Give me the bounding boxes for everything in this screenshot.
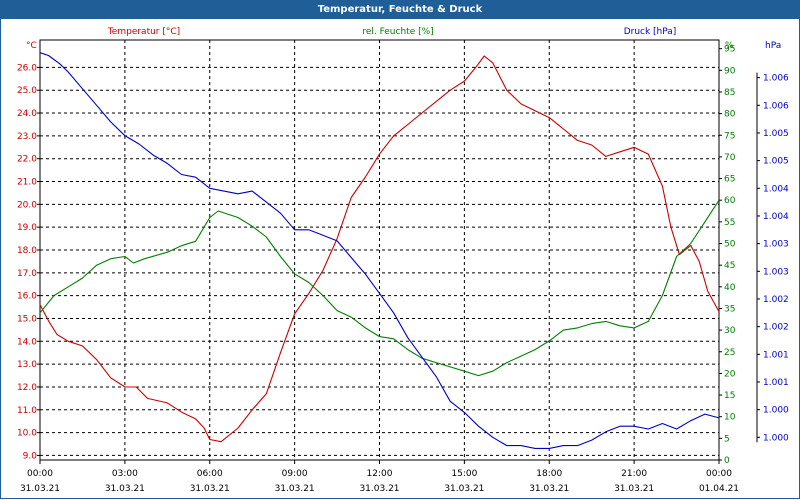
- tick-label-right: 20: [724, 369, 736, 379]
- tick-label-x-date: 31.03.21: [20, 484, 60, 494]
- tick-label-left: 18.0: [17, 246, 37, 256]
- tick-label-right: 10: [724, 413, 736, 423]
- y-far-right-unit: hPa: [765, 41, 781, 51]
- tick-label-x-date: 01.04.21: [699, 484, 739, 494]
- tick-label-far-right: 1.003: [763, 267, 789, 277]
- tick-label-left: 15.0: [17, 314, 37, 324]
- tick-label-far-right: 1.002: [763, 323, 789, 333]
- tick-label-right: 95: [724, 45, 735, 55]
- tick-label-x-time: 21:00: [621, 469, 647, 479]
- series-pressure-line: [39, 52, 720, 449]
- tick-label-left: 26.0: [17, 63, 37, 73]
- tick-label-x-date: 31.03.21: [105, 484, 145, 494]
- tick-label-left: 14.0: [17, 337, 37, 347]
- tick-label-right: 45: [724, 261, 735, 271]
- tick-label-far-right: 1.001: [763, 350, 789, 360]
- tick-label-left: 13.0: [17, 360, 37, 370]
- tick-label-x-date: 31.03.21: [444, 484, 484, 494]
- grid-lines: [40, 40, 719, 460]
- tick-label-far-right: 1.004: [763, 184, 789, 194]
- y-right-unit: %: [725, 41, 734, 51]
- tick-label-x-date: 31.03.21: [190, 484, 230, 494]
- data-series: [39, 52, 720, 449]
- tick-label-x-time: 15:00: [451, 469, 477, 479]
- legend-humidity: rel. Feuchte [%]: [362, 27, 433, 37]
- tick-label-left: 21.0: [17, 178, 37, 188]
- tick-label-x-date: 31.03.21: [614, 484, 654, 494]
- tick-label-right: 85: [724, 88, 735, 98]
- tick-label-right: 0: [724, 456, 730, 466]
- tick-label-right: 65: [724, 175, 735, 185]
- tick-label-x-time: 03:00: [112, 469, 138, 479]
- tick-label-left: 20.0: [17, 200, 37, 210]
- series-temperature-line: [39, 55, 720, 443]
- tick-label-right: 40: [724, 283, 736, 293]
- tick-label-left: 25.0: [17, 86, 37, 96]
- series-humidity-line: [39, 199, 720, 377]
- tick-label-left: 24.0: [17, 109, 37, 119]
- tick-label-right: 80: [724, 110, 736, 120]
- tick-label-right: 25: [724, 348, 735, 358]
- tick-label-far-right: 1.005: [763, 129, 789, 139]
- tick-label-x-date: 31.03.21: [359, 484, 399, 494]
- tick-label-left: 19.0: [17, 223, 37, 233]
- tick-label-x-date: 31.03.21: [275, 484, 315, 494]
- tick-label-left: 9.0: [23, 451, 38, 461]
- tick-label-left: 12.0: [17, 383, 37, 393]
- tick-label-left: 11.0: [17, 406, 37, 416]
- tick-label-left: 16.0: [17, 292, 37, 302]
- tick-label-far-right: 1.004: [763, 212, 789, 222]
- tick-label-right: 75: [724, 131, 735, 141]
- tick-label-left: 22.0: [17, 155, 37, 165]
- tick-label-left: 10.0: [17, 429, 37, 439]
- legend-temperature: Temperatur [°C]: [107, 27, 180, 37]
- axis-ticks: 9.0 10.0 11.0 12.0 13.0 14.0 15.0 16.0 17.0 18.0 1…: [17, 45, 789, 494]
- tick-label-right: 60: [724, 196, 736, 206]
- tick-label-left: 17.0: [17, 269, 37, 279]
- tick-label-left: 23.0: [17, 132, 37, 142]
- tick-label-far-right: 1.002: [763, 295, 789, 305]
- tick-label-right: 35: [724, 304, 735, 314]
- tick-label-far-right: 1.003: [763, 240, 789, 250]
- y-left-unit: °C: [26, 41, 37, 51]
- tick-label-far-right: 1.000: [763, 406, 789, 416]
- tick-label-x-time: 00:00: [27, 469, 53, 479]
- tick-label-x-time: 09:00: [282, 469, 308, 479]
- tick-label-right: 70: [724, 153, 736, 163]
- tick-label-x-time: 00:00: [706, 469, 732, 479]
- tick-label-far-right: 1.005: [763, 157, 789, 167]
- legend-pressure: Druck [hPa]: [624, 27, 677, 37]
- tick-label-right: 30: [724, 326, 736, 336]
- tick-label-far-right: 1.001: [763, 378, 789, 388]
- tick-label-x-date: 31.03.21: [529, 484, 569, 494]
- tick-label-far-right: 1.000: [763, 433, 789, 443]
- tick-label-far-right: 1.006: [763, 74, 789, 84]
- tick-label-x-time: 12:00: [367, 469, 393, 479]
- tick-label-x-time: 06:00: [197, 469, 223, 479]
- tick-label-far-right: 1.006: [763, 101, 789, 111]
- tick-label-right: 55: [724, 218, 735, 228]
- tick-label-x-time: 18:00: [536, 469, 562, 479]
- window-title: Temperatur, Feuchte & Druck: [0, 0, 800, 19]
- tick-label-right: 5: [724, 434, 730, 444]
- tick-label-right: 90: [724, 66, 736, 76]
- tick-label-right: 50: [724, 240, 736, 250]
- tick-label-right: 15: [724, 391, 735, 401]
